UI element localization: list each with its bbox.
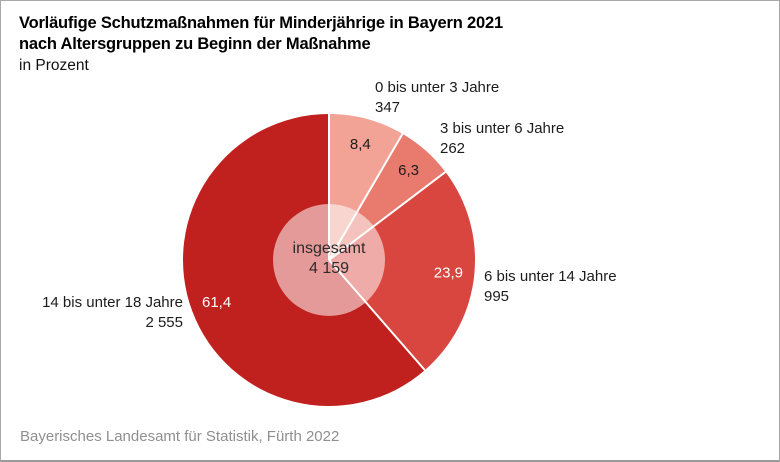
slice-label-text: 3 bis unter 6 Jahre — [440, 120, 565, 137]
slice-count: 2 555 — [145, 314, 183, 331]
slice-divider-line — [328, 259, 426, 371]
pie-slice — [329, 171, 476, 371]
center-label-text: insgesamt — [292, 240, 366, 257]
slice-count: 347 — [375, 99, 401, 116]
chart-unit-subtitle: in Prozent — [19, 57, 89, 74]
slice-label-text: 14 bis unter 18 Jahre — [42, 294, 183, 311]
center-total-value: 4 159 — [308, 260, 350, 277]
slice-percent-label: 61,4 — [202, 294, 231, 311]
slice-divider-line — [328, 133, 404, 261]
slice-percent-label: 8,4 — [350, 136, 371, 153]
chart-title-line1: Vorläufige Schutzmaßnahmen für Minderjäh… — [19, 14, 503, 32]
slice-percent-label: 6,3 — [398, 162, 419, 179]
slice-label-0-bis-3: 0 bis unter 3 Jahre 347 — [375, 78, 499, 118]
slice-percent-label: 23,9 — [434, 264, 463, 281]
slice-count: 995 — [484, 288, 510, 305]
chart-title-line2: nach Altersgruppen zu Beginn der Maßnahm… — [19, 35, 371, 53]
slice-label-text: 0 bis unter 3 Jahre — [375, 79, 500, 96]
source-note: Bayerisches Landesamt für Statistik, Für… — [20, 428, 340, 445]
title-block: Vorläufige Schutzmaßnahmen für Minderjäh… — [19, 13, 503, 76]
slice-divider-line — [328, 171, 447, 261]
pie-center-label: insgesamt 4 159 — [249, 239, 409, 279]
slice-label-3-bis-6: 3 bis unter 6 Jahre 262 — [440, 119, 564, 159]
slice-label-14-bis-18: 14 bis unter 18 Jahre 2 555 — [3, 293, 183, 333]
slice-label-6-bis-14: 6 bis unter 14 Jahre 995 — [484, 267, 617, 307]
slice-label-text: 6 bis unter 14 Jahre — [484, 268, 617, 285]
slice-count: 262 — [440, 140, 466, 157]
